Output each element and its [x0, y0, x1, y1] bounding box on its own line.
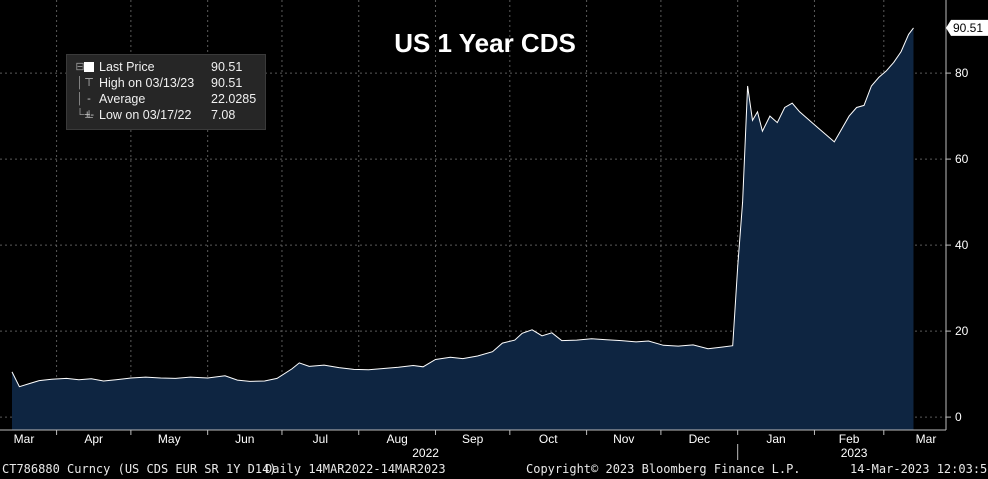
year-label: 2023 — [841, 446, 868, 460]
y-tick-label: 0 — [955, 410, 962, 424]
x-tick-label: Mar — [916, 432, 937, 446]
x-tick-label: Jun — [235, 432, 254, 446]
legend-label: Average — [99, 92, 146, 106]
footer-ticker: CT786880 Curncy (US CDS EUR SR 1Y D14) — [2, 462, 277, 476]
last-price-tag — [946, 19, 988, 36]
series-area — [12, 27, 914, 431]
x-axis-ticks: Mar Apr May Jun Jul Aug Sep Oct Nov Dec Jan Feb Mar 2… — [14, 430, 937, 460]
legend-item-low: └ ⊥ Low on 03/17/22 7.08 — [67, 107, 265, 123]
legend-value: 90.51 — [211, 60, 243, 74]
legend-label: Low on 03/17/22 — [99, 108, 192, 122]
average-marker-icon: -+- — [83, 93, 95, 121]
y-axis-ticks: 0 20 40 60 80 — [946, 66, 969, 424]
x-tick-label: Jan — [766, 432, 785, 446]
year-label: 2022 — [412, 446, 439, 460]
x-tick-label: Sep — [462, 432, 484, 446]
last-price-value: 90.51 — [953, 21, 983, 35]
footer-copyright: Copyright© 2023 Bloomberg Finance L.P. — [526, 462, 801, 476]
footer-frequency: Daily 14MAR2022-14MAR2023 — [265, 462, 446, 476]
x-tick-label: Mar — [14, 432, 35, 446]
x-tick-label: Apr — [84, 432, 103, 446]
legend-label: High on 03/13/23 — [99, 76, 195, 90]
legend-value: 22.0285 — [211, 92, 257, 106]
tree-branch-icon: │ — [76, 93, 84, 105]
x-tick-label: Dec — [689, 432, 710, 446]
x-tick-label: Feb — [839, 432, 860, 446]
y-tick-label: 60 — [955, 152, 969, 166]
legend-item-high: │ ⊤ High on 03/13/23 90.51 — [67, 75, 265, 91]
high-marker-icon: ⊤ — [84, 77, 94, 89]
legend-label: Last Price — [99, 60, 155, 74]
y-tick-label: 20 — [955, 324, 969, 338]
x-tick-label: Oct — [539, 432, 558, 446]
legend: ⊟ Last Price 90.51 │ ⊤ High on 03/13/23 … — [66, 54, 266, 130]
footer-timestamp: 14-Mar-2023 12:03:52 — [850, 462, 988, 476]
collapse-icon[interactable]: ⊟ — [75, 61, 85, 73]
y-tick-label: 80 — [955, 66, 969, 80]
legend-item-average: │ -+- Average 22.0285 — [67, 91, 265, 121]
low-marker-icon: ⊥ — [84, 109, 94, 121]
legend-value: 7.08 — [211, 108, 236, 122]
series-swatch-icon — [84, 62, 94, 72]
series-line — [11, 27, 914, 388]
tree-branch-icon: │ — [76, 77, 84, 89]
legend-value: 90.51 — [211, 76, 243, 90]
x-tick-label: Aug — [386, 432, 407, 446]
chart-title: US 1 Year CDS — [394, 28, 576, 58]
legend-item-last-price: ⊟ Last Price 90.51 — [67, 59, 265, 75]
x-tick-label: May — [158, 432, 181, 446]
y-tick-label: 40 — [955, 238, 969, 252]
x-tick-label: Nov — [613, 432, 634, 446]
x-tick-label: Jul — [313, 432, 328, 446]
tree-end-icon: └ — [76, 109, 84, 121]
last-price-label: 90.51 — [946, 19, 988, 36]
